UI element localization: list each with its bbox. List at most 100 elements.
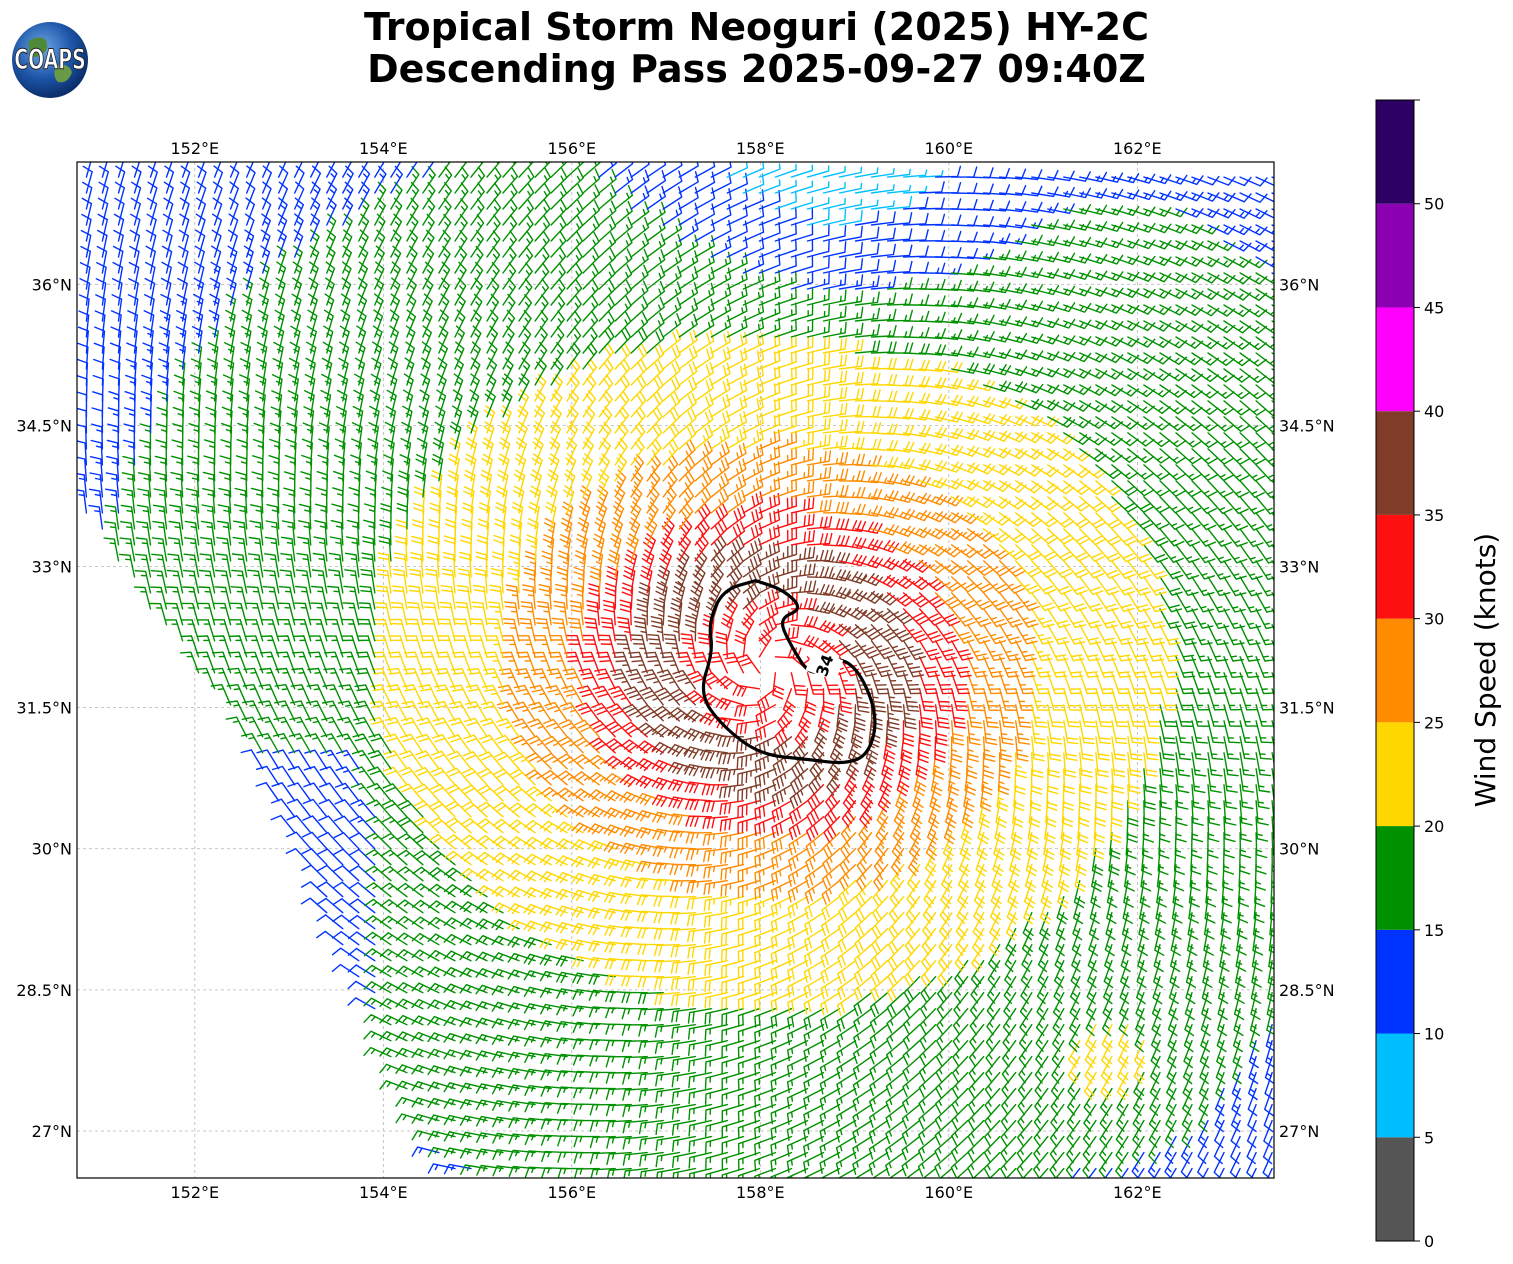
wind-barb (655, 1151, 680, 1168)
wind-barb (373, 618, 392, 642)
wind-barb (605, 1087, 632, 1101)
wind-barb (886, 184, 912, 194)
wind-barb (140, 407, 152, 434)
wind-barb (443, 1163, 472, 1175)
wind-barb (77, 358, 89, 386)
wind-barb (671, 1040, 696, 1055)
wind-barb (213, 602, 232, 626)
wind-barb (588, 989, 616, 1001)
wind-barb (1037, 944, 1049, 973)
wind-barb (604, 924, 632, 937)
wind-barb (789, 800, 809, 825)
wind-barb (937, 960, 953, 988)
wind-barb (589, 1135, 616, 1149)
wind-barb (1027, 816, 1040, 844)
wind-barb (822, 435, 848, 450)
wind-barb (289, 716, 312, 738)
wind-barb (1159, 784, 1173, 810)
wind-barb (523, 870, 552, 882)
wind-barb (925, 832, 937, 861)
wind-barb (1043, 832, 1055, 860)
wind-barb (604, 908, 632, 920)
wind-barb (249, 520, 264, 546)
wind-barb (573, 1103, 600, 1115)
wind-barb (1033, 1103, 1049, 1132)
wind-barb (985, 1024, 1001, 1052)
wind-barb (278, 602, 296, 626)
wind-barb (997, 768, 1010, 795)
wind-barb (1100, 1071, 1113, 1100)
wind-barb (955, 912, 969, 940)
wind-barb (951, 720, 965, 746)
wind-barb (96, 262, 107, 290)
wind-barb (315, 487, 328, 514)
wind-barb (918, 311, 946, 323)
wind-barb (876, 800, 889, 829)
wind-barb (915, 752, 928, 780)
wind-barb (1075, 848, 1087, 876)
wind-barb (852, 1055, 873, 1080)
wind-barb (1191, 752, 1207, 777)
wind-barb (721, 992, 745, 1010)
wind-barb (1148, 1103, 1161, 1133)
wind-barb (233, 520, 248, 546)
wind-barb (151, 537, 168, 562)
wind-barb (523, 853, 552, 866)
wind-barb (790, 196, 814, 210)
wind-barb (683, 728, 712, 742)
wind-barb (571, 906, 600, 918)
wind-barb (1267, 1167, 1273, 1178)
wind-barb (316, 930, 344, 946)
wind-barb (639, 1151, 664, 1167)
wind-barb (903, 1008, 921, 1034)
wind-barb (1143, 720, 1160, 744)
wind-barb (637, 704, 664, 722)
wind-barb (635, 758, 664, 772)
wind-barb (737, 1087, 761, 1107)
wind-barb (1207, 736, 1224, 760)
wind-barb (787, 864, 809, 887)
wind-barb (904, 928, 921, 955)
wind-barb (439, 601, 456, 626)
wind-barb (313, 536, 328, 562)
wind-barb (837, 928, 857, 953)
wind-barb (1191, 800, 1204, 826)
wind-barb (571, 922, 600, 935)
wind-barb (1070, 976, 1081, 1005)
wind-barb (854, 340, 881, 354)
wind-barb (505, 584, 520, 610)
wind-barb (556, 1037, 584, 1049)
wind-barb (444, 817, 472, 834)
wind-barb (216, 537, 232, 562)
wind-barb (872, 1167, 889, 1178)
colorbar-bin (1376, 100, 1414, 204)
wind-barb (904, 944, 921, 971)
wind-barb (1132, 1103, 1145, 1132)
wind-barb (329, 536, 344, 562)
wind-barb (822, 535, 850, 547)
wind-barb (1263, 1103, 1274, 1133)
wind-barb (822, 468, 849, 482)
wind-barb (525, 769, 552, 786)
wind-barb (1060, 816, 1073, 844)
wind-barb (489, 584, 504, 610)
wind-barb (1095, 768, 1108, 794)
wind-barb (822, 848, 841, 874)
wind-barb (737, 1151, 761, 1171)
wind-barb (317, 831, 344, 850)
wind-barb (717, 735, 745, 748)
wind-barb (535, 617, 552, 642)
wind-barb (188, 423, 200, 450)
wind-barb (475, 935, 504, 946)
wind-barb (790, 768, 809, 794)
wind-barb (165, 602, 184, 626)
wind-barb (754, 864, 777, 884)
wind-barb (1271, 464, 1274, 469)
wind-barb (637, 992, 664, 1005)
wind-barb (1191, 816, 1204, 843)
wind-barb (1127, 768, 1141, 794)
wind-barb (260, 635, 280, 658)
wind-barb (1073, 880, 1086, 909)
wind-barb (1071, 1167, 1081, 1178)
wind-barb (139, 423, 152, 450)
